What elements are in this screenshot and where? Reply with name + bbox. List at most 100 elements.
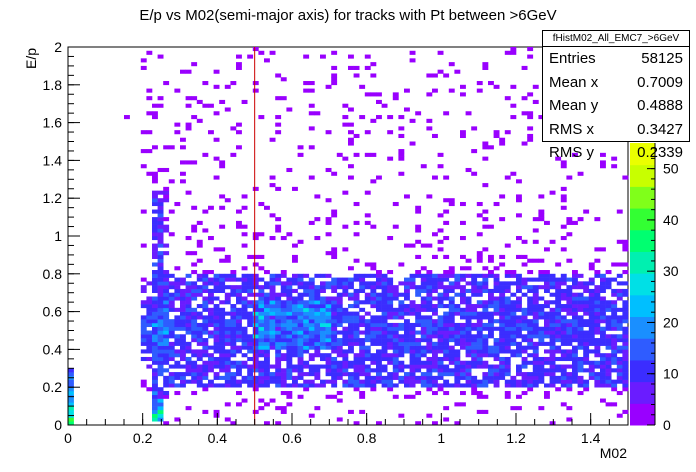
- heatmap-cell: [247, 383, 254, 388]
- heatmap-cell: [292, 273, 298, 278]
- heatmap-cell: [387, 296, 394, 301]
- heatmap-cell: [174, 277, 181, 282]
- heatmap-cell: [157, 270, 164, 275]
- heatmap-cell: [471, 360, 478, 365]
- heatmap-cell: [297, 356, 304, 362]
- heatmap-cell: [404, 194, 410, 199]
- heatmap-cell: [426, 349, 433, 354]
- heatmap-cell: [583, 379, 590, 384]
- heatmap-cell: [191, 62, 198, 67]
- heatmap-cell: [303, 288, 310, 293]
- heatmap-cell: [476, 364, 483, 369]
- heatmap-cell: [152, 270, 158, 275]
- heatmap-cell: [538, 307, 545, 312]
- heatmap-cell: [191, 281, 198, 286]
- heatmap-cell: [510, 383, 517, 388]
- heatmap-cell: [476, 273, 483, 278]
- heatmap-cell: [560, 160, 567, 165]
- heatmap-cell: [297, 334, 304, 339]
- heatmap-cell: [616, 326, 623, 331]
- heatmap-cell: [280, 270, 287, 275]
- heatmap-cell: [504, 326, 511, 331]
- heatmap-cell: [359, 353, 366, 358]
- heatmap-cell: [415, 421, 422, 426]
- heatmap-cell: [252, 330, 259, 335]
- heatmap-cell: [364, 300, 371, 305]
- heatmap-cell: [538, 209, 545, 214]
- heatmap-cell: [594, 375, 601, 380]
- heatmap-cell: [415, 273, 422, 278]
- heatmap-cell: [616, 315, 623, 320]
- heatmap-cell: [521, 292, 528, 297]
- heatmap-cell: [191, 360, 198, 365]
- heatmap-cell: [588, 326, 595, 331]
- heatmap-cell: [622, 315, 629, 320]
- heatmap-cell: [331, 50, 338, 55]
- heatmap-cell: [286, 300, 293, 305]
- heatmap-cell: [555, 296, 562, 301]
- heatmap-cell: [180, 353, 186, 358]
- heatmap-cell: [219, 205, 226, 210]
- heatmap-cell: [549, 356, 556, 362]
- heatmap-cell: [174, 201, 181, 207]
- heatmap-cell: [297, 372, 304, 377]
- heatmap-cell: [482, 217, 489, 222]
- heatmap-cell: [157, 413, 164, 418]
- heatmap-cell: [252, 387, 259, 392]
- heatmap-cell: [208, 277, 214, 282]
- heatmap-cell: [219, 315, 226, 320]
- heatmap-cell: [320, 307, 326, 312]
- heatmap-cell: [544, 383, 550, 388]
- heatmap-cell: [168, 319, 175, 324]
- heatmap-cell: [191, 288, 198, 293]
- heatmap-cell: [280, 326, 287, 331]
- heatmap-cell: [152, 281, 158, 286]
- heatmap-cell: [280, 300, 287, 305]
- heatmap-cell: [174, 281, 181, 286]
- stats-value: 0.2339: [637, 144, 683, 161]
- heatmap-cell: [325, 217, 332, 222]
- heatmap-cell: [180, 322, 186, 328]
- heatmap-cell: [224, 383, 231, 388]
- heatmap-cell: [426, 338, 433, 343]
- heatmap-cell: [460, 133, 466, 139]
- heatmap-cell: [465, 330, 472, 335]
- heatmap-cell: [398, 133, 405, 139]
- heatmap-cell: [202, 341, 209, 346]
- heatmap-cell: [297, 307, 304, 312]
- heatmap-cell: [320, 353, 326, 358]
- heatmap-cell: [516, 341, 522, 346]
- heatmap-cell: [297, 341, 304, 346]
- heatmap-cell: [392, 338, 399, 343]
- heatmap-cell: [504, 364, 511, 369]
- heatmap-cell: [247, 364, 254, 369]
- heatmap-cell: [348, 360, 354, 365]
- heatmap-cell: [549, 334, 556, 339]
- heatmap-cell: [163, 300, 170, 305]
- heatmap-cell: [157, 372, 164, 377]
- heatmap-cell: [191, 96, 198, 101]
- heatmap-cell: [325, 232, 332, 237]
- heatmap-cell: [303, 338, 310, 343]
- heatmap-cell: [622, 379, 629, 384]
- heatmap-cell: [398, 334, 405, 339]
- heatmap-cell: [252, 334, 259, 339]
- heatmap-cell: [398, 379, 405, 384]
- heatmap-cell: [236, 209, 242, 214]
- heatmap-cell: [398, 326, 405, 331]
- heatmap-cell: [611, 349, 618, 354]
- heatmap-cell: [219, 285, 226, 290]
- heatmap-cell: [342, 292, 349, 297]
- heatmap-cell: [163, 341, 170, 346]
- heatmap-cell: [594, 322, 601, 328]
- heatmap-cell: [303, 379, 310, 384]
- y-tick-label: 0: [54, 417, 62, 433]
- heatmap-cell: [420, 338, 427, 343]
- heatmap-cell: [437, 330, 444, 335]
- heatmap-cell: [314, 285, 321, 290]
- heatmap-cell: [370, 353, 377, 358]
- heatmap-cell: [471, 375, 478, 380]
- heatmap-cell: [342, 315, 349, 320]
- heatmap-cell: [152, 338, 158, 343]
- heatmap-cell: [286, 394, 293, 399]
